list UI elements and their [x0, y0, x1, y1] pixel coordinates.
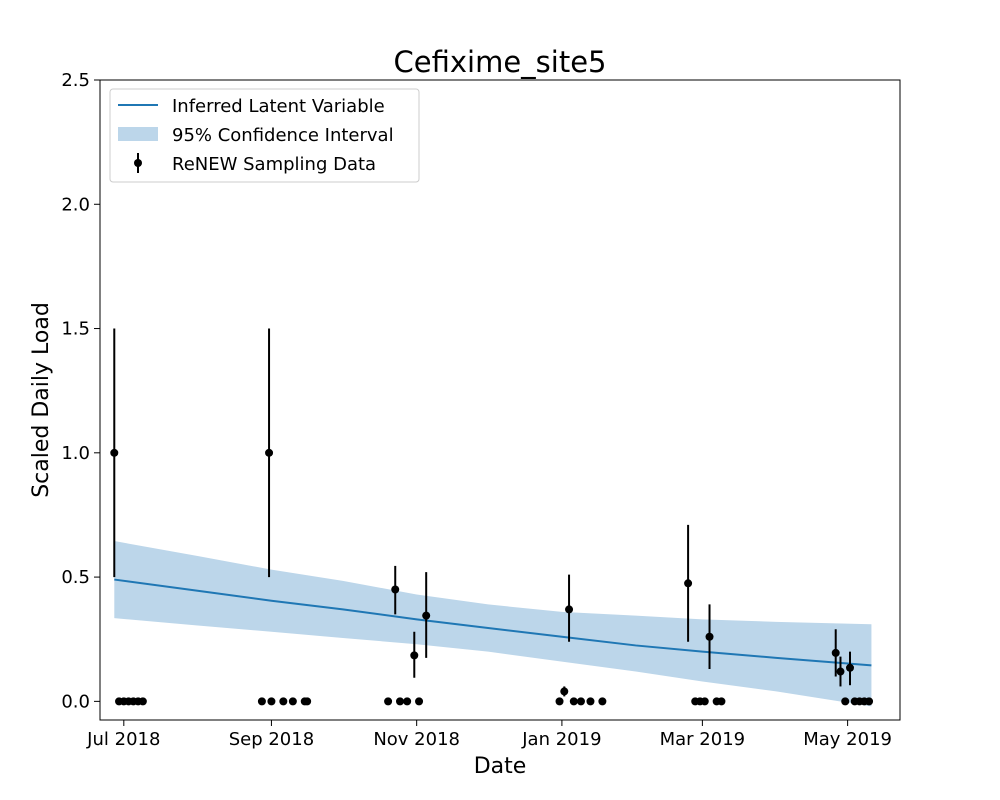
sample-point [576, 697, 585, 706]
sample-point [422, 611, 431, 620]
x-tick-label: Jul 2018 [86, 729, 160, 750]
sample-point [560, 687, 569, 696]
sample-point [846, 663, 854, 672]
y-tick-label: 2.5 [61, 70, 90, 91]
sample-point [865, 697, 874, 706]
plot-area [110, 328, 874, 707]
legend-line-label: Inferred Latent Variable [172, 96, 385, 117]
sample-point [279, 697, 288, 706]
sample-point [257, 697, 266, 706]
x-tick-label: Mar 2019 [660, 729, 746, 750]
sample-point [303, 697, 312, 706]
x-tick-label: Jan 2019 [521, 729, 601, 750]
chart-title: Cefixime_site5 [394, 45, 607, 79]
legend-points-label: ReNEW Sampling Data [172, 154, 376, 175]
sample-point [565, 605, 574, 614]
sample-point [138, 697, 147, 706]
sample-point [396, 697, 404, 706]
sample-point [267, 697, 276, 706]
y-tick-label: 2.0 [61, 194, 90, 215]
x-tick-label: May 2019 [803, 729, 892, 750]
legend-points-marker [134, 159, 142, 167]
legend-box [109, 88, 420, 183]
sample-point [288, 697, 297, 706]
legend-band-swatch [118, 127, 158, 141]
y-axis: 0.0 0.5 1.0 1.5 2.0 2.5 [61, 70, 100, 712]
sample-point [717, 697, 726, 706]
legend: Inferred Latent Variable 95% Confidence … [109, 88, 420, 183]
confidence-band [114, 541, 872, 707]
sample-point [700, 697, 709, 706]
x-axis-label: Date [474, 754, 527, 779]
sample-point [569, 697, 578, 706]
y-axis-label: Scaled Daily Load [29, 302, 54, 498]
latent-variable-line [114, 578, 872, 667]
sample-point [403, 697, 412, 706]
sample-point [598, 697, 607, 706]
sample-point [110, 448, 119, 457]
sample-point [391, 585, 400, 594]
sample-point [384, 697, 393, 706]
sample-point [836, 667, 845, 676]
sample-point [831, 648, 840, 657]
legend-band-label: 95% Confidence Interval [172, 125, 394, 146]
y-tick-label: 1.5 [61, 319, 90, 340]
sample-point [555, 697, 564, 706]
x-axis: Jul 2018 Sep 2018 Nov 2018 Jan 2019 Mar 2019… [86, 720, 892, 750]
sample-point [586, 697, 595, 706]
y-tick-label: 1.0 [61, 443, 90, 464]
x-tick-label: Nov 2018 [373, 729, 460, 750]
y-tick-label: 0.0 [61, 691, 90, 712]
sample-point [410, 651, 419, 660]
sample-point [705, 632, 714, 641]
sample-point [684, 579, 693, 588]
sample-point [265, 448, 274, 457]
x-tick-label: Sep 2018 [229, 729, 314, 750]
plot-frame [99, 79, 901, 721]
sample-point [415, 697, 424, 706]
y-tick-label: 0.5 [61, 567, 90, 588]
sample-point [841, 697, 850, 706]
